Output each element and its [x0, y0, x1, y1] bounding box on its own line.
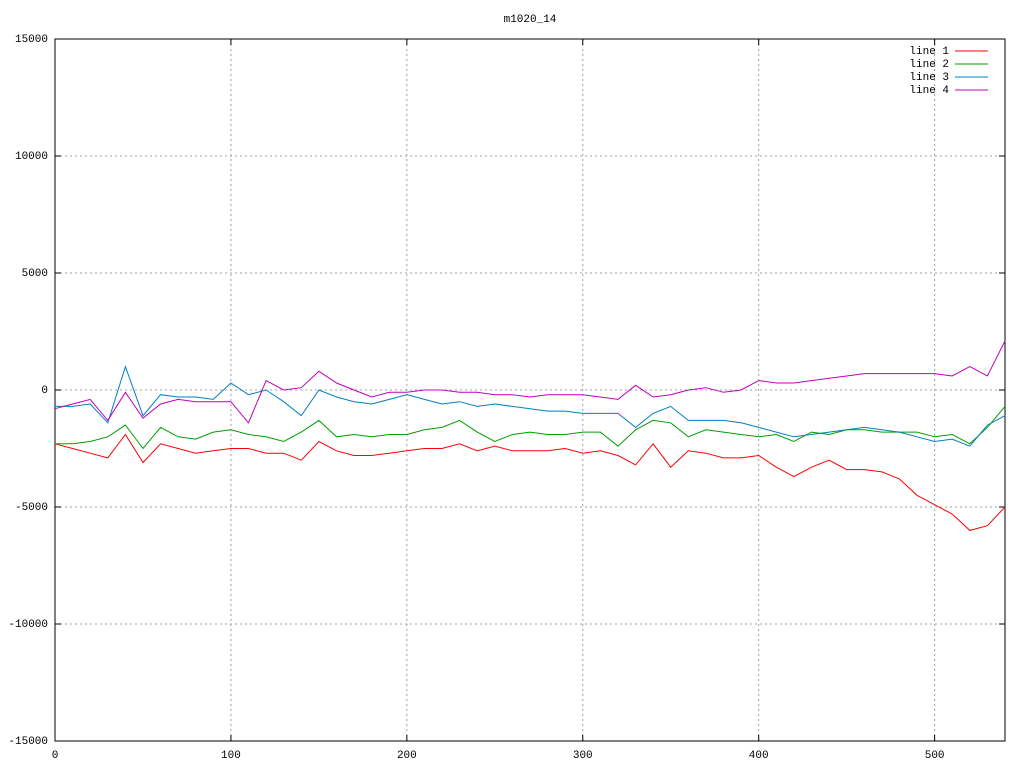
y-tick-label: -15000 [8, 736, 48, 748]
line-series [54, 340, 1006, 424]
y-tick-label: 15000 [15, 34, 48, 46]
legend-label: line 3 [909, 72, 949, 84]
legend-label: line 4 [909, 85, 949, 97]
line-series [54, 433, 1006, 531]
x-tick-label: 400 [749, 750, 769, 762]
y-tick-label: -10000 [8, 619, 48, 631]
chart-title: m1020_14 [504, 14, 557, 26]
x-tick-label: 100 [221, 750, 241, 762]
line-series [55, 365, 1006, 447]
legend-label: line 2 [909, 59, 949, 71]
y-tick-label: 10000 [15, 151, 48, 163]
x-tick-label: 500 [925, 750, 945, 762]
x-tick-label: 0 [52, 750, 59, 762]
y-tick-label: 0 [41, 385, 48, 397]
x-tick-label: 300 [573, 750, 593, 762]
y-tick-label: 5000 [22, 268, 48, 280]
x-tick-label: 200 [397, 750, 417, 762]
y-tick-label: -5000 [15, 502, 48, 514]
legend-label: line 1 [909, 46, 949, 58]
plot-frame [54, 38, 1006, 742]
